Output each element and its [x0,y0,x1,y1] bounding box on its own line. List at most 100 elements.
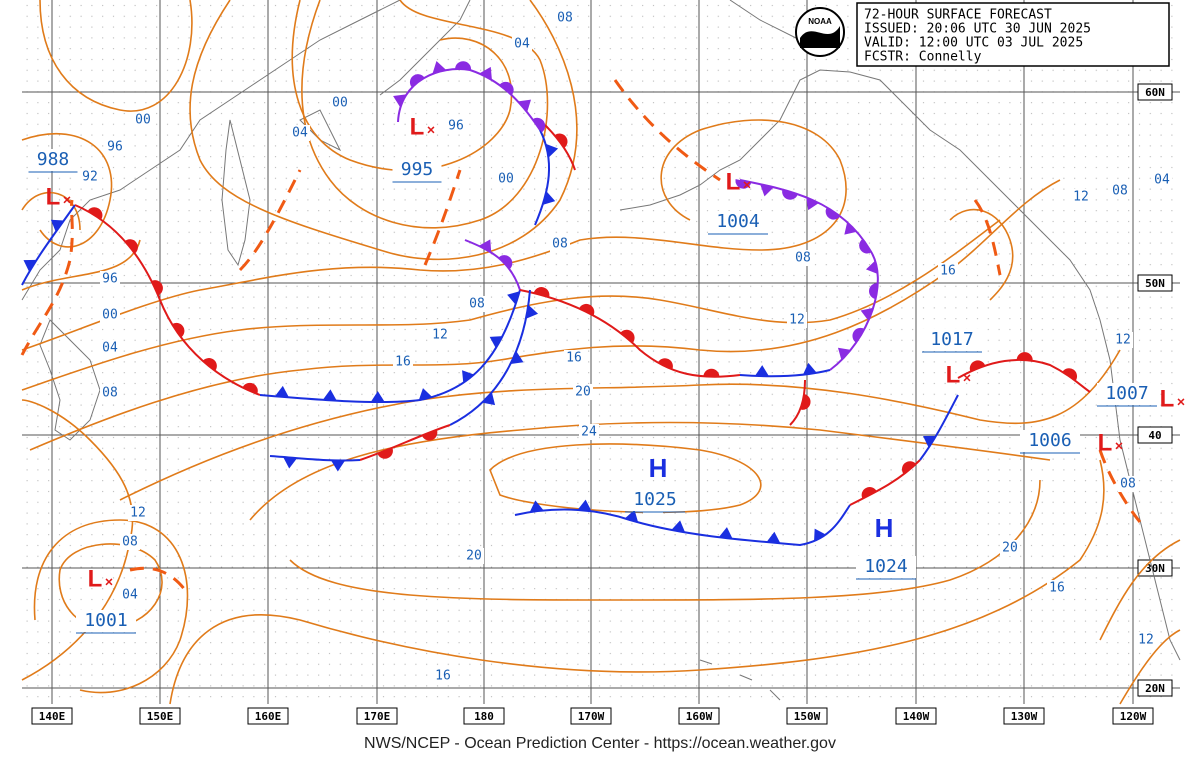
front-symbol [507,291,520,305]
occl-semicircle [852,327,865,343]
lat-label-box [1137,274,1173,292]
front-symbol [322,389,337,401]
front-symbol [532,117,546,133]
cold-triangle [671,520,686,533]
warm-semicircle [969,360,986,372]
low-x: × [105,574,113,590]
isobars [21,0,1181,705]
low-x: × [63,192,71,208]
occl-semicircle [498,255,513,269]
front-symbol [462,370,475,384]
lon-label-box [247,707,289,725]
warm-semicircle [421,429,438,441]
isobar-label-bg [467,296,487,312]
lat-label-box [1137,426,1173,444]
cold-triangle [507,291,520,305]
header: NOAA 72-HOUR SURFACE FORECAST ISSUED: 20… [795,2,1170,67]
front-warm [74,204,261,396]
occl-triangle [760,184,774,197]
front-symbol [489,336,503,349]
lon-label-box [1112,707,1154,725]
low-x: × [963,370,971,386]
front-symbol [703,368,720,377]
cold-triangle [923,435,937,448]
isobar-label: 04 [1154,173,1170,188]
pressure-box [1020,430,1080,452]
isobar-label: 12 [130,506,146,521]
pressure-value: 1025 [633,489,676,510]
warm-semicircle [657,358,673,370]
header-forecaster: FCSTR: Connelly [864,50,982,65]
occl-semicircle [532,117,546,133]
isobar-label-bg [290,125,310,141]
warm-semicircle [800,394,811,410]
isobar-label-bg [793,250,813,266]
isobar-label-bg [100,307,120,323]
low-symbol: L [1098,429,1113,456]
cold-triangle [624,509,639,523]
isobar-label-bg [512,36,532,52]
cold-triangle [489,336,503,349]
cold-triangle [542,191,556,205]
pressure-value: 988 [37,149,70,170]
isobar-label-bg [1136,632,1156,648]
isobar-label-bg [573,384,593,400]
isobar-label-bg [1047,580,1067,596]
occl-semicircle [825,207,841,220]
front-symbol [554,133,568,148]
isobar-label: 92 [82,170,98,185]
front-cold [739,369,831,378]
lon-label-box [570,707,612,725]
lat-label: 30N [1145,562,1165,575]
front-symbol [518,99,532,113]
pressure-box [708,211,768,233]
isobar-label-bg [446,118,466,134]
isobar-label: 12 [1115,333,1131,348]
front-symbol [499,81,514,95]
cold-triangle [23,259,37,272]
front-occl [397,68,541,131]
isobar-label-bg [1110,183,1130,199]
isobar-label-bg [938,263,958,279]
isobar-label: 08 [795,251,811,266]
isobar-label: 16 [566,351,582,366]
front-symbol [23,259,37,272]
front-symbol [370,391,385,403]
pressure-value: 1001 [84,610,127,631]
front-symbol [969,360,986,372]
warm-semicircle [242,382,258,395]
pressure-value: 1004 [716,211,759,232]
occl-triangle [478,239,492,253]
front-cold [449,289,531,426]
front-symbol [498,255,513,269]
isobar-label: 08 [122,535,138,550]
isobar-label-bg [464,548,484,564]
front-symbol [837,347,851,361]
isobar-label-bg [1071,189,1091,205]
low-x: × [1177,394,1185,410]
cold-triangle [545,143,559,158]
lat-label: 60N [1145,86,1165,99]
isobar-label: 16 [940,264,956,279]
front-symbol [418,388,433,401]
isobar-label: 00 [102,308,118,323]
troughs [20,79,1142,591]
pressure-box [28,149,78,171]
isobar-label-bg [433,668,453,684]
front-symbol [202,358,217,372]
front-symbol [242,382,258,395]
isobar-label-bg [550,236,570,252]
front-symbol [283,456,298,469]
warm-semicircle [902,461,917,475]
front-cold [919,394,959,461]
lat-label-box [1137,679,1173,697]
occl-triangle [518,99,532,113]
front-symbol [825,207,841,220]
front-symbol [331,460,346,472]
isobar-label-bg [100,340,120,356]
low-symbol: L [410,113,425,140]
front-symbol [902,461,917,475]
warm-semicircle [554,133,568,148]
map-labels: 08 04 00 96 92 00 04 96 00 08 08 96 00 04 08 12 16 16 20 24… [28,10,1185,684]
